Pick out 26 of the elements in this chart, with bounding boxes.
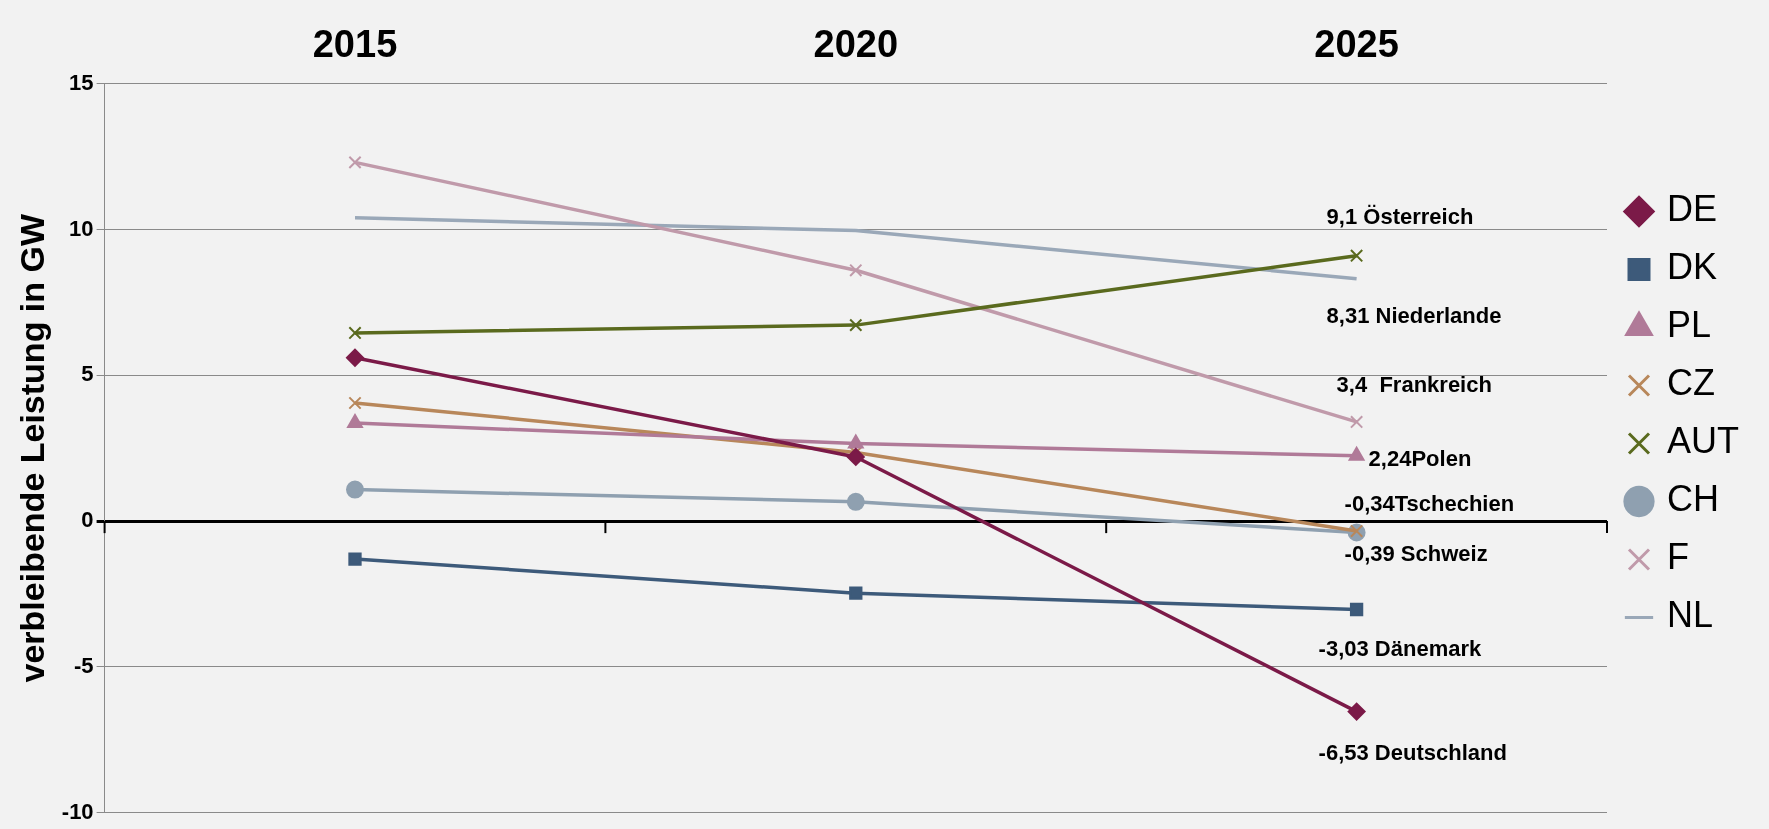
x-tick-label: 2020	[813, 23, 899, 66]
y-axis-title: verbleibende Leistung in GW	[12, 213, 51, 683]
x-tick-label: 2025	[1314, 23, 1399, 66]
y-tick-label: -5	[74, 653, 94, 679]
legend-label: AUT	[1667, 420, 1740, 462]
x-tick-label: 2015	[312, 23, 398, 66]
y-tick-label: 10	[69, 215, 94, 241]
y-tick-label: 15	[69, 69, 94, 95]
annotation: -0,34Tschechien	[1344, 491, 1515, 517]
annotation: 9,1 Österreich	[1326, 203, 1474, 229]
annotation: -3,03 Dänemark	[1318, 635, 1483, 661]
legend-label: CZ	[1667, 362, 1715, 404]
legend-label: NL	[1667, 594, 1714, 636]
legend-label: F	[1667, 536, 1689, 578]
legend-label: CH	[1667, 478, 1719, 520]
annotation: 2,24Polen	[1368, 445, 1472, 471]
legend-label: DE	[1667, 188, 1718, 230]
y-tick-label: 0	[81, 507, 94, 533]
annotation: -6,53 Deutschland	[1318, 739, 1507, 765]
y-tick-label: -10	[61, 798, 94, 824]
annotation: -0,39 Schweiz	[1344, 540, 1488, 566]
legend-label: PL	[1667, 304, 1712, 346]
y-tick-label: 5	[81, 361, 94, 387]
legend-label: DK	[1667, 246, 1718, 288]
annotation: 3,4 Frankreich	[1336, 372, 1492, 398]
annotation: 8,31 Niederlande	[1326, 302, 1502, 328]
